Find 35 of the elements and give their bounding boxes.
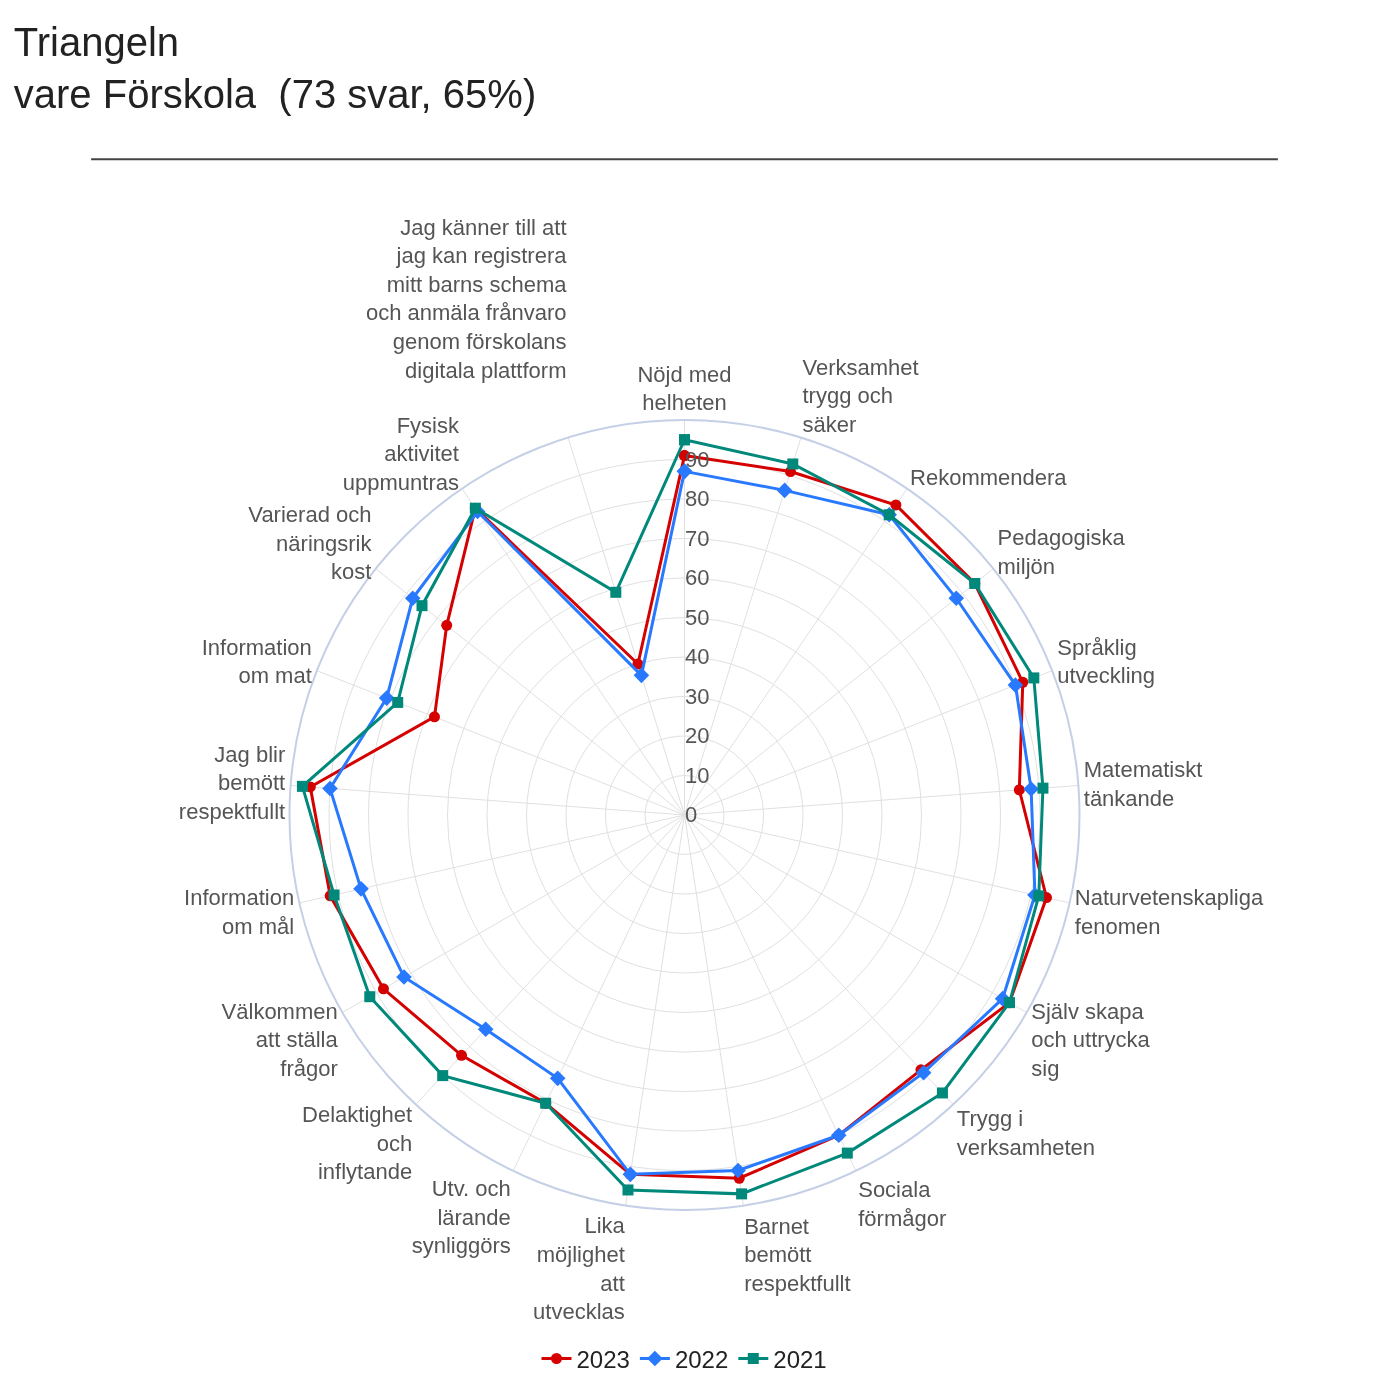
spoke-label: Trygg i verksamheten — [956, 1106, 1096, 1160]
chart-subtitle: vare Förskola (73 svar, 65%) — [13, 72, 537, 116]
spoke-label: Pedagogiska miljön — [997, 525, 1126, 580]
y-tick-label: 40 — [685, 644, 710, 670]
spoke-label: Nöjd med helheten — [637, 361, 732, 416]
spoke-label: Jag känner till att jag kan registrera mitt barns schema och anmäla frånvaro genom förskolans digitala plattform — [365, 214, 568, 383]
spoke-label: Matematiskt tänkande — [1083, 757, 1203, 811]
spoke-label: Jag blir bemött respektfullt — [178, 741, 286, 824]
spoke-label: Information om mat — [201, 634, 312, 689]
y-tick-label: 70 — [685, 525, 710, 551]
y-tick-label: 10 — [685, 762, 710, 788]
spoke-label: Sociala förmågor — [858, 1177, 947, 1232]
spoke-label: Naturvetenskapliga fenomen — [1074, 885, 1264, 939]
spoke-label: Barnet bemött respektfullt — [744, 1213, 851, 1296]
spoke-label: Rekommendera — [910, 464, 1068, 490]
legend-label: 2022 — [674, 1345, 729, 1373]
spoke-label: Lika möjlighet att utvecklas — [533, 1213, 626, 1325]
y-tick-label: 0 — [685, 802, 698, 828]
y-tick-label: 80 — [685, 486, 710, 512]
spoke-label: Verksamhet trygg och säker — [802, 354, 919, 437]
spoke-label: Information om mål — [184, 885, 295, 939]
spoke-label: Utv. och lärande synliggörs — [411, 1176, 511, 1259]
spoke-label: Varierad och näringsrik kost — [248, 502, 373, 585]
spoke-label: Välkommen att ställa frågor — [221, 998, 339, 1081]
y-tick-label: 20 — [685, 723, 710, 749]
spoke-label: Språklig utveckling — [1057, 634, 1156, 689]
spoke-label: Själv skapa och uttrycka sig — [1031, 998, 1151, 1081]
spoke-label: Fysisk aktivitet uppmuntras — [342, 412, 460, 495]
y-tick-label: 30 — [685, 683, 710, 709]
spoke-label: Delaktighet och inflytande — [302, 1102, 413, 1185]
legend-label: 2023 — [576, 1345, 630, 1373]
chart-title: Triangeln — [13, 20, 180, 64]
y-tick-label: 50 — [685, 604, 710, 630]
y-tick-label: 60 — [685, 565, 710, 591]
legend-label: 2021 — [773, 1345, 827, 1373]
